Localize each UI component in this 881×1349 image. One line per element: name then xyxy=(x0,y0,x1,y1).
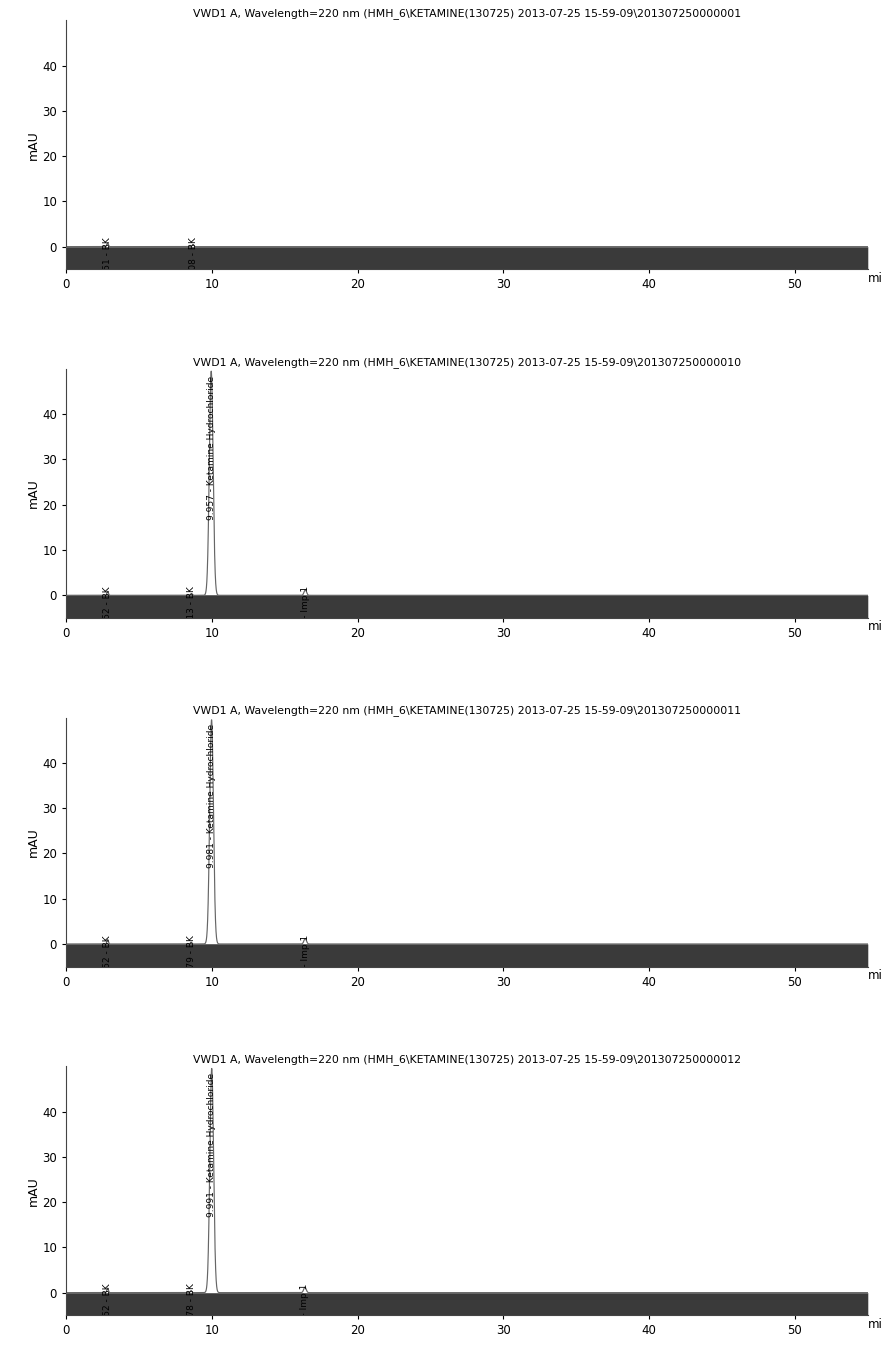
Text: 8.708 - BK: 8.708 - BK xyxy=(189,237,197,285)
Text: 2.852 - BK: 2.852 - BK xyxy=(103,935,112,982)
Y-axis label: mAU: mAU xyxy=(26,130,40,159)
Text: min: min xyxy=(868,969,881,982)
Text: 8.613 - BK: 8.613 - BK xyxy=(187,587,196,633)
Title: VWD1 A, Wavelength=220 nm (HMH_6\KETAMINE(130725) 2013-07-25 15-59-09\2013072500: VWD1 A, Wavelength=220 nm (HMH_6\KETAMIN… xyxy=(193,356,741,368)
Text: 2.852 - BK: 2.852 - BK xyxy=(103,587,112,633)
Text: min: min xyxy=(868,271,881,285)
Text: 16.412 - Imp 1: 16.412 - Imp 1 xyxy=(300,587,310,653)
Text: 16.403 - Imp 1: 16.403 - Imp 1 xyxy=(300,935,310,1001)
Y-axis label: mAU: mAU xyxy=(26,827,40,857)
Y-axis label: mAU: mAU xyxy=(26,1176,40,1206)
Text: min: min xyxy=(868,1318,881,1330)
Text: 9.957 - Ketamine Hydrochloride: 9.957 - Ketamine Hydrochloride xyxy=(207,375,216,519)
Text: 2.851 - BK: 2.851 - BK xyxy=(103,237,112,285)
Text: min: min xyxy=(868,621,881,633)
Y-axis label: mAU: mAU xyxy=(26,479,40,509)
Title: VWD1 A, Wavelength=220 nm (HMH_6\KETAMINE(130725) 2013-07-25 15-59-09\2013072500: VWD1 A, Wavelength=220 nm (HMH_6\KETAMIN… xyxy=(193,8,741,19)
Title: VWD1 A, Wavelength=220 nm (HMH_6\KETAMINE(130725) 2013-07-25 15-59-09\2013072500: VWD1 A, Wavelength=220 nm (HMH_6\KETAMIN… xyxy=(193,706,741,716)
Text: 8.579 - BK: 8.579 - BK xyxy=(187,935,196,982)
Text: 16.386 - Imp 1: 16.386 - Imp 1 xyxy=(300,1284,309,1349)
Text: 9.991 - Ketamine Hydrochloride: 9.991 - Ketamine Hydrochloride xyxy=(207,1072,216,1217)
Title: VWD1 A, Wavelength=220 nm (HMH_6\KETAMINE(130725) 2013-07-25 15-59-09\2013072500: VWD1 A, Wavelength=220 nm (HMH_6\KETAMIN… xyxy=(193,1054,741,1064)
Text: 9.981 - Ketamine Hydrochloride: 9.981 - Ketamine Hydrochloride xyxy=(207,724,216,869)
Text: 8.578 - BK: 8.578 - BK xyxy=(187,1284,196,1330)
Text: 2.852 - BK: 2.852 - BK xyxy=(103,1284,112,1330)
